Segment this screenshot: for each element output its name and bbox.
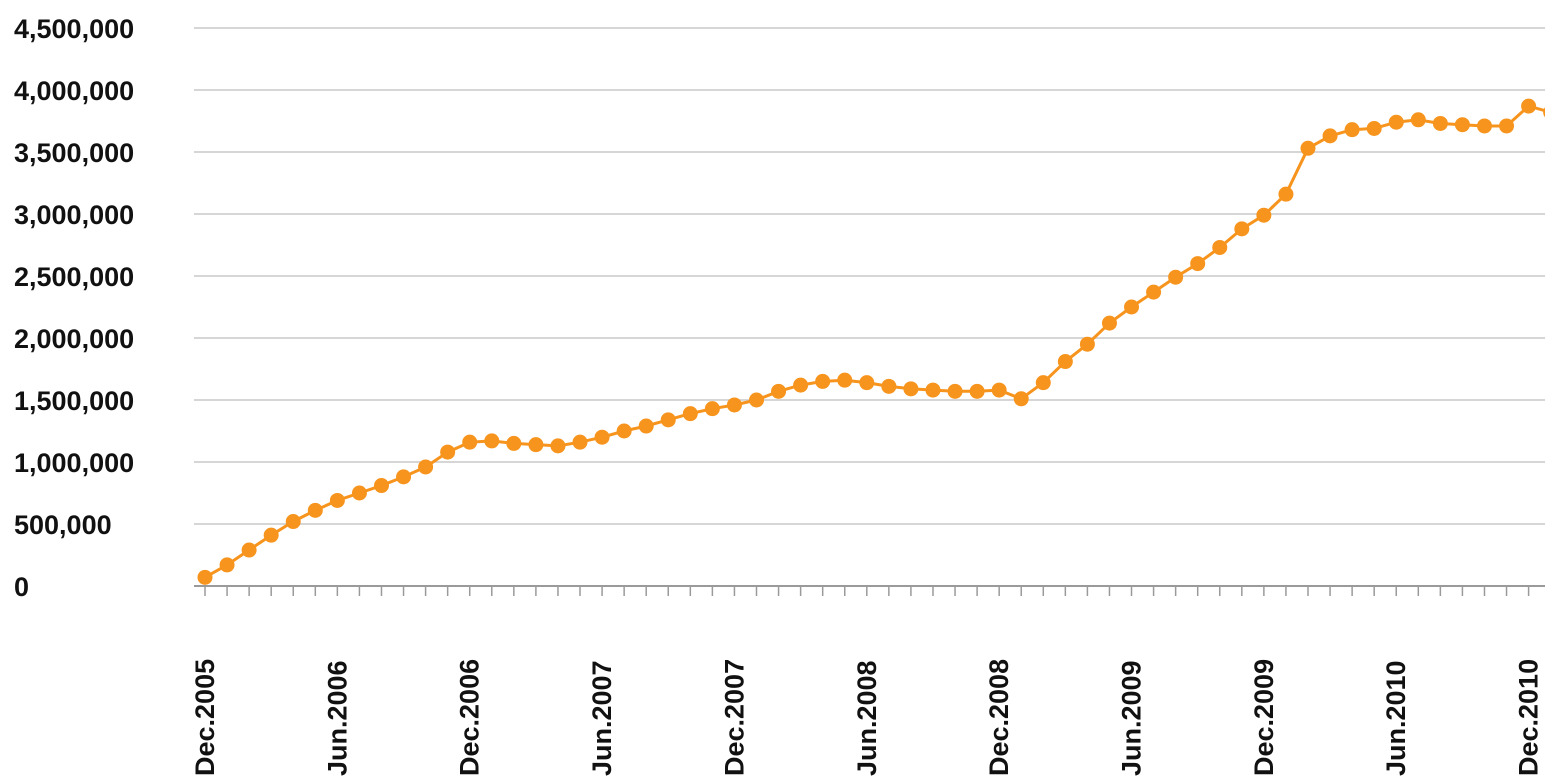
y-tick-label: 4,000,000: [14, 76, 134, 106]
data-point: [925, 382, 941, 398]
data-point: [307, 502, 323, 518]
series-line-group: [197, 98, 1545, 585]
data-point: [815, 373, 831, 389]
data-point: [418, 459, 434, 475]
data-point: [572, 434, 588, 450]
data-point: [1079, 336, 1095, 352]
data-point: [638, 418, 654, 434]
y-tick-label: 1,500,000: [14, 386, 134, 416]
x-tick-label: Dec.2008: [984, 659, 1014, 776]
data-point: [373, 478, 389, 494]
data-point: [749, 392, 764, 408]
data-point: [219, 557, 235, 573]
data-point: [1212, 239, 1228, 255]
data-point: [594, 429, 610, 445]
y-axis-tick-labels: 0 500,000 1,000,000 1,500,000 2,000,000 2,500…: [14, 14, 134, 602]
data-point: [1499, 118, 1515, 134]
data-point: [263, 527, 279, 543]
data-point: [726, 397, 742, 413]
data-point: [1278, 186, 1294, 202]
data-point: [1190, 256, 1206, 272]
y-tick-label: 0: [14, 572, 29, 602]
data-point: [1366, 120, 1382, 136]
data-point: [1146, 284, 1162, 300]
data-point: [704, 401, 720, 417]
data-point: [285, 514, 301, 530]
x-tick-label: Jun.2008: [852, 660, 882, 776]
y-tick-label: 4,500,000: [14, 14, 134, 44]
data-point: [351, 485, 367, 501]
data-point: [660, 412, 676, 428]
data-point: [837, 372, 853, 388]
data-point: [1410, 112, 1426, 128]
data-point: [506, 435, 522, 451]
gridlines: [194, 27, 1545, 525]
y-tick-label: 2,500,000: [14, 262, 134, 292]
data-point: [903, 381, 919, 397]
data-point: [1124, 299, 1140, 315]
data-point: [1476, 118, 1492, 134]
data-point: [771, 383, 787, 399]
series-line: [204, 104, 1545, 579]
data-point: [462, 434, 478, 450]
data-point: [682, 406, 698, 422]
data-point: [1035, 375, 1051, 391]
data-point: [528, 437, 544, 453]
data-point: [241, 542, 257, 558]
data-point: [396, 469, 412, 485]
data-point: [793, 377, 809, 393]
data-point: [484, 433, 500, 449]
data-point: [991, 382, 1007, 398]
data-point: [1168, 269, 1184, 285]
data-point: [1388, 114, 1404, 130]
data-point: [947, 383, 963, 399]
x-tick-label: Dec.2006: [455, 659, 485, 776]
data-point: [1521, 98, 1537, 114]
data-point: [1101, 315, 1117, 331]
x-tick-label: Jun.2009: [1117, 660, 1147, 776]
data-point: [440, 444, 456, 460]
data-point: [859, 375, 875, 391]
x-tick-label: Dec.2005: [190, 659, 220, 776]
data-point: [881, 378, 897, 394]
x-tick-label: Dec.2007: [719, 659, 749, 776]
data-point: [1344, 122, 1360, 138]
data-point: [1234, 221, 1250, 237]
x-tick-label: Jun.2006: [322, 660, 352, 776]
data-point: [616, 423, 632, 439]
x-axis-tick-labels: Dec.2005 Jun.2006 Dec.2006 Jun.2007 Dec.2007…: [190, 659, 1544, 776]
x-tick-label: Dec.2009: [1249, 659, 1279, 776]
x-tick-label: Jun.2007: [587, 660, 617, 776]
data-point: [1013, 391, 1029, 407]
data-point: [1300, 140, 1316, 156]
data-point: [969, 383, 985, 399]
y-tick-label: 3,000,000: [14, 200, 134, 230]
y-tick-label: 2,000,000: [14, 324, 134, 354]
data-point: [1057, 354, 1073, 370]
data-point: [1256, 207, 1272, 223]
data-point: [329, 492, 345, 508]
x-axis: [194, 585, 1545, 596]
x-tick-label: Jun.2010: [1381, 660, 1411, 776]
y-tick-label: 3,500,000: [14, 138, 134, 168]
data-point: [197, 569, 213, 585]
x-tick-label: Dec.2010: [1514, 659, 1544, 776]
data-point: [1454, 117, 1470, 133]
data-point: [550, 438, 566, 454]
data-point: [1322, 128, 1338, 144]
y-tick-label: 1,000,000: [14, 448, 134, 478]
y-tick-label: 500,000: [14, 510, 112, 540]
data-point: [1432, 115, 1448, 131]
